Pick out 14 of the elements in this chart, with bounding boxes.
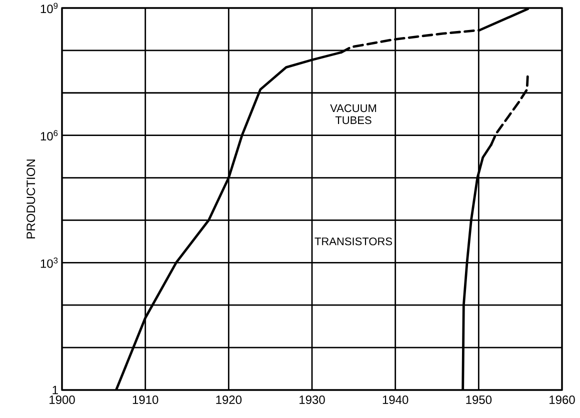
annotation: TRANSISTORS — [314, 237, 392, 246]
x-tick-label: 1950 — [466, 396, 492, 404]
y-tick-label: 10$^{6}$ — [40, 130, 58, 140]
y-tick-label: 10$^{9}$ — [40, 2, 58, 14]
annotation: VACUUM TUBES — [330, 104, 376, 124]
y-axis-title: PRODUCTION — [26, 160, 36, 238]
x-tick-label: 1930 — [300, 396, 325, 404]
x-tick-label: 1910 — [132, 396, 158, 404]
y-tick-label: 10$^{3}$ — [40, 257, 58, 268]
x-tick-label: 1920 — [216, 396, 242, 404]
x-tick-label: 1940 — [382, 396, 408, 404]
y-tick-label: 1 — [52, 386, 58, 394]
x-tick-label: 1960 — [550, 396, 575, 404]
x-tick-label: 1900 — [50, 396, 75, 404]
